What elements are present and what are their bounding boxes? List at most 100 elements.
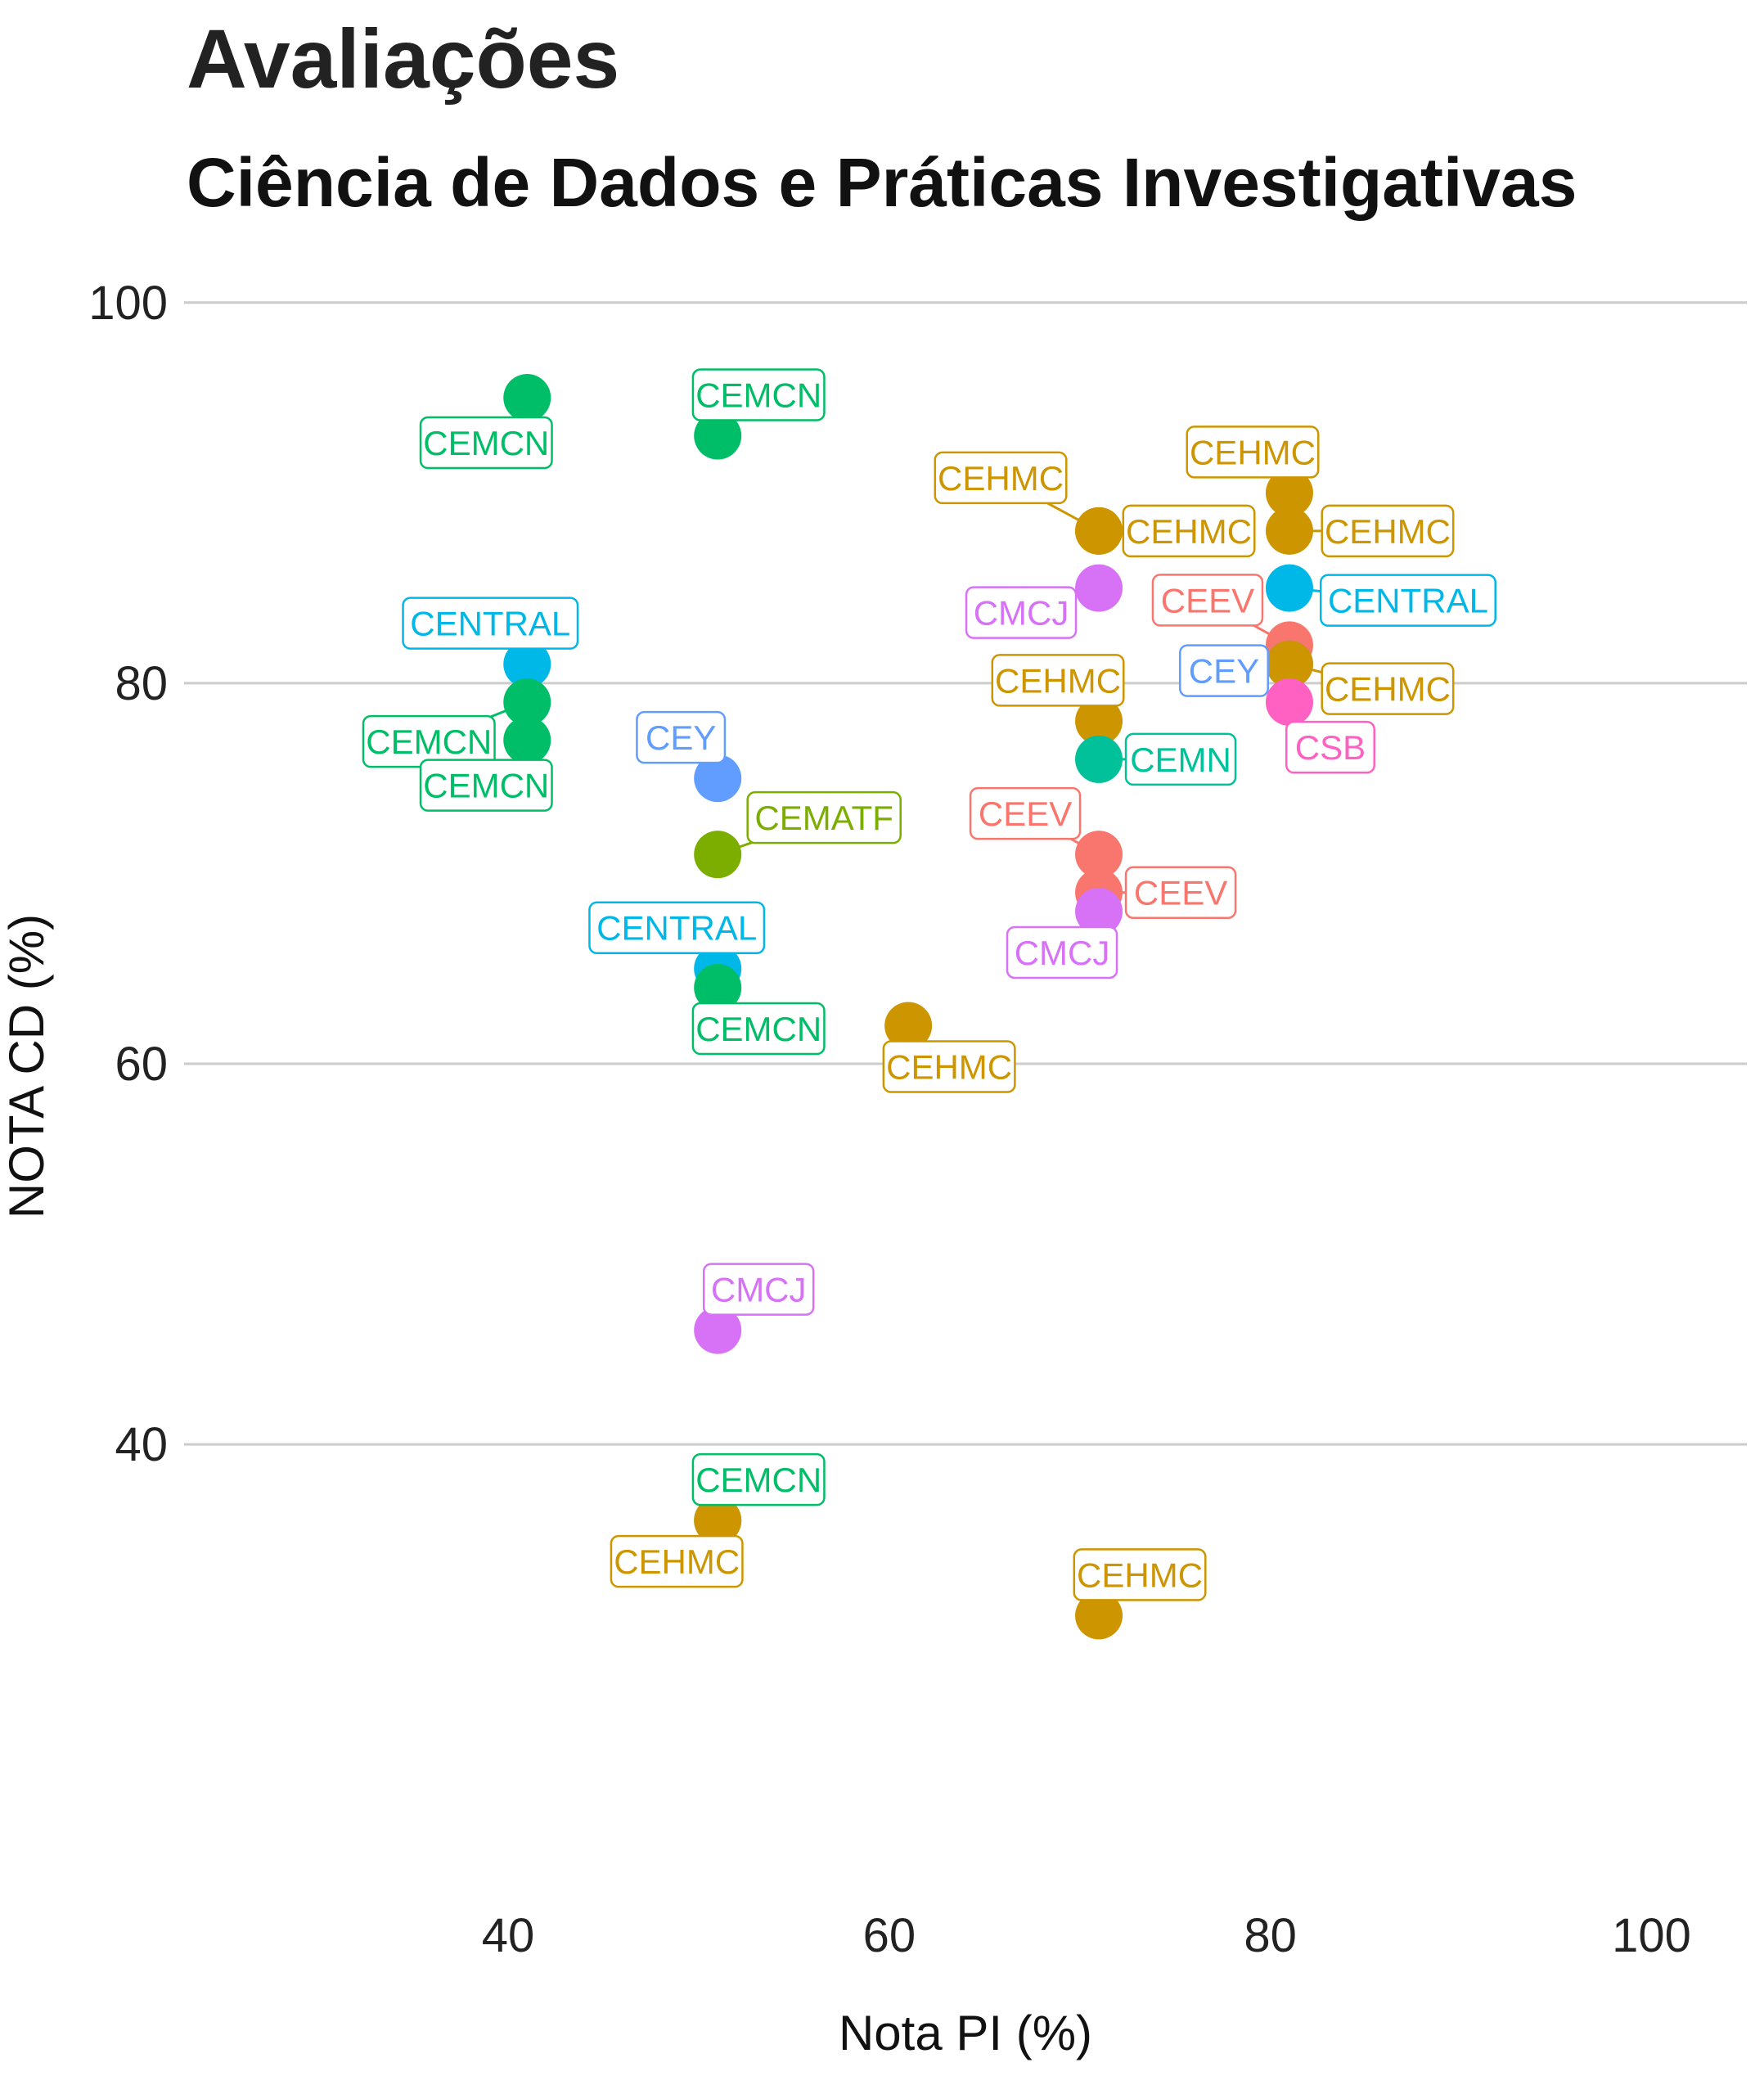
data-label: CMCJ — [702, 1263, 815, 1316]
data-label: CENTRAL — [1319, 574, 1496, 627]
data-point — [1075, 1592, 1123, 1640]
data-label-box — [1285, 720, 1375, 774]
data-label-box — [1321, 504, 1455, 558]
data-point — [503, 716, 551, 764]
data-label-box — [965, 586, 1078, 639]
x-tick-label: 40 — [482, 1909, 535, 1962]
data-labels: CEMCN CEMCN CENTRAL CEMCN CEMCN CEY CEMATF CENT… — [362, 368, 1496, 1601]
data-label-box — [702, 1263, 815, 1316]
gridlines — [184, 301, 1747, 1446]
data-point — [694, 1497, 742, 1545]
data-label-text: CEMCN — [366, 723, 492, 761]
data-point — [1075, 697, 1123, 745]
data-point — [1075, 831, 1123, 879]
data-label-box — [934, 451, 1068, 505]
data-label: CMCJ — [965, 586, 1078, 639]
data-label-box — [1321, 662, 1455, 715]
x-tick-label: 100 — [1612, 1909, 1691, 1962]
data-label-box — [1178, 644, 1269, 697]
data-label-box — [969, 786, 1082, 840]
data-label-box — [1124, 866, 1237, 919]
data-label-text: CENTRAL — [596, 909, 757, 948]
data-label-box — [402, 597, 579, 650]
data-label-text: CEMCN — [695, 376, 821, 415]
data-label: CEMCN — [419, 416, 553, 470]
data-label-box — [1006, 925, 1118, 979]
data-point — [694, 412, 742, 460]
data-label-box — [610, 1534, 744, 1588]
data-label: CEMN — [1124, 732, 1237, 786]
data-label-box — [746, 790, 902, 844]
data-label-box — [1124, 732, 1237, 786]
data-label-text: CEEV — [1161, 581, 1254, 619]
data-label-text: CMCJ — [711, 1271, 807, 1309]
data-label: CEMCN — [691, 368, 826, 421]
data-label-text: CEMCN — [695, 1461, 821, 1499]
data-label: CEY — [1178, 644, 1269, 697]
data-points — [503, 374, 1313, 1640]
data-label: CEY — [636, 710, 727, 764]
data-label-text: CEHMC — [1126, 512, 1252, 551]
data-label-text: CEMCN — [695, 1010, 821, 1048]
data-label: CEHMC — [882, 1040, 1016, 1093]
data-label-text: CEHMC — [1325, 670, 1451, 709]
x-axis-ticks: 40 60 80 100 — [482, 1909, 1691, 1962]
data-label: CEHMC — [1321, 504, 1455, 558]
data-point — [1075, 564, 1123, 612]
data-label-text: CEHMC — [1190, 433, 1316, 471]
data-label-text: CEMCN — [423, 424, 549, 462]
data-label-box — [1122, 504, 1256, 558]
data-point — [1075, 735, 1123, 783]
data-label-text: CEHMC — [995, 661, 1121, 700]
data-label-text: CMCJ — [1015, 934, 1110, 972]
data-label: CEEV — [1151, 574, 1264, 627]
data-label: CEHMC — [1186, 426, 1320, 479]
y-tick-label: 60 — [115, 1038, 168, 1091]
data-label: CEEV — [969, 786, 1082, 840]
data-label-text: CEHMC — [886, 1047, 1012, 1086]
data-label: CEHMC — [934, 451, 1068, 505]
y-tick-label: 80 — [115, 657, 168, 710]
data-label: CEMCN — [362, 714, 496, 768]
data-label-box — [636, 710, 727, 764]
data-label-text: CEMATF — [754, 799, 893, 837]
data-point — [1265, 564, 1313, 612]
data-label-text: CEHMC — [1077, 1556, 1203, 1594]
y-axis-title: NOTA CD (%) — [0, 914, 54, 1218]
data-label-text: CSB — [1295, 728, 1366, 767]
data-label-box — [419, 759, 553, 812]
data-label: CMCJ — [1006, 925, 1118, 979]
y-axis-ticks: 40 60 80 100 — [88, 277, 168, 1471]
data-label-box — [882, 1040, 1016, 1093]
data-label: CEMATF — [746, 790, 902, 844]
data-label: CEHMC — [610, 1534, 744, 1588]
data-point — [1265, 678, 1313, 727]
data-label-text: CEEV — [1134, 874, 1227, 912]
data-label-box — [1186, 426, 1320, 479]
data-label-box — [1151, 574, 1264, 627]
data-point — [503, 374, 551, 422]
data-point — [1075, 507, 1123, 555]
data-label: CEMCN — [691, 1002, 826, 1056]
data-point — [694, 1306, 742, 1354]
data-label: CENTRAL — [588, 901, 766, 954]
data-point — [1265, 507, 1313, 555]
x-axis-title: Nota PI (%) — [839, 2006, 1092, 2060]
data-point — [694, 754, 742, 803]
data-label-text: CEHMC — [938, 459, 1064, 498]
data-label-text: CEHMC — [1325, 512, 1451, 551]
data-label-text: CENTRAL — [1328, 582, 1488, 620]
data-label-text: CMCJ — [974, 594, 1069, 633]
data-label: CEHMC — [991, 654, 1125, 707]
data-label-box — [691, 1002, 826, 1056]
data-label-box — [1319, 574, 1496, 627]
chart-title: Avaliações — [187, 12, 620, 106]
data-label-box — [419, 416, 553, 470]
data-point — [694, 963, 742, 1011]
data-label-text: CEMN — [1130, 741, 1231, 779]
data-label: CSB — [1285, 720, 1375, 774]
chart-subtitle: Ciência de Dados e Práticas Investigativ… — [187, 144, 1577, 221]
data-point — [1265, 469, 1313, 517]
data-label-text: CEEV — [979, 795, 1072, 833]
